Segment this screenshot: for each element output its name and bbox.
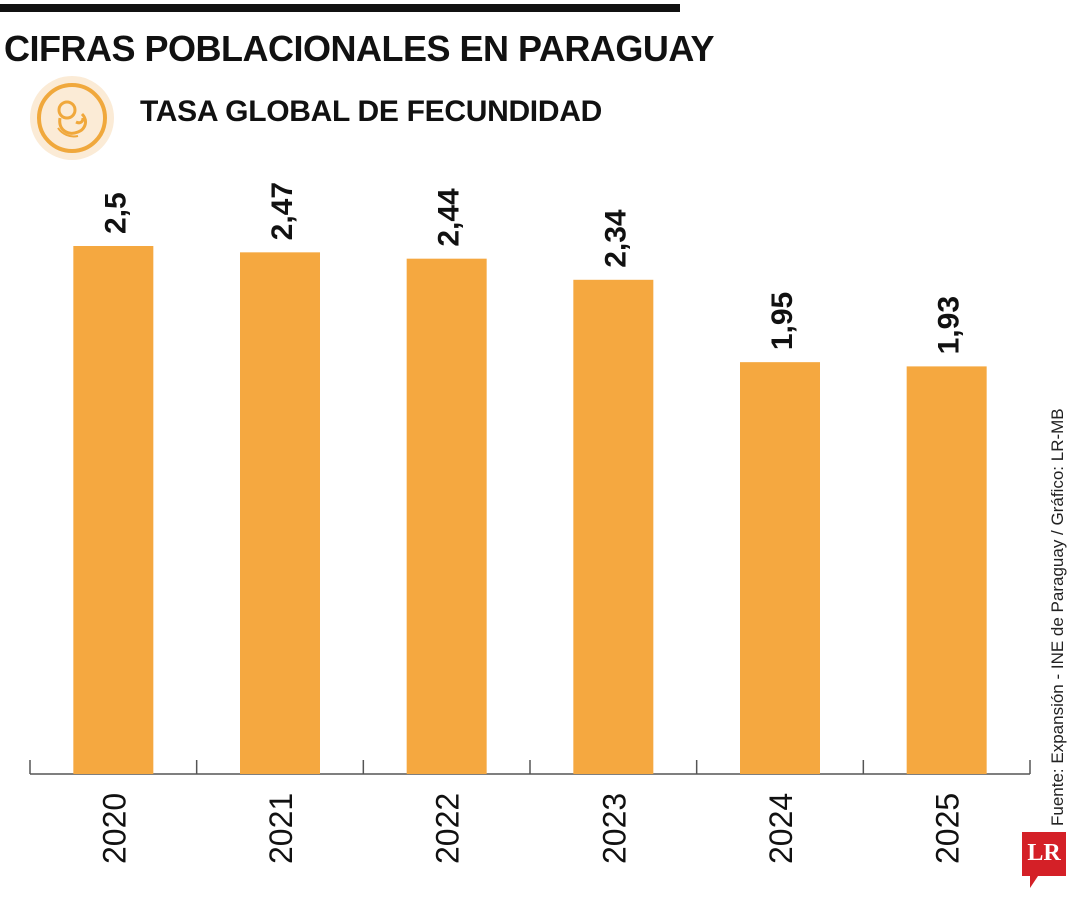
x-tick-label-2020: 2020 (96, 793, 132, 864)
bar-2021 (240, 252, 320, 774)
bar-2024 (740, 362, 820, 774)
value-label-2023: 2,34 (599, 209, 632, 268)
bar-2022 (406, 258, 487, 774)
value-label-2020: 2,5 (99, 192, 132, 234)
baby-icon (30, 76, 114, 160)
x-tick-label-2025: 2025 (930, 793, 966, 864)
lr-logo-text: LR (1027, 840, 1061, 866)
source-note: Fuente: Expansión - INE de Paraguay / Gr… (1048, 408, 1067, 826)
value-label-2024: 1,95 (766, 292, 799, 350)
value-label-2022: 2,44 (433, 188, 466, 247)
lr-logo: LR (1022, 832, 1066, 888)
chart-subtitle: TASA GLOBAL DE FECUNDIDAD (140, 95, 602, 128)
bar-2023 (573, 279, 654, 774)
value-label-2021: 2,47 (266, 182, 299, 240)
value-label-2025: 1,93 (933, 296, 966, 354)
x-tick-label-2023: 2023 (596, 793, 632, 864)
x-tick-label-2022: 2022 (430, 793, 466, 864)
bar-2025 (906, 366, 987, 774)
bar-2020 (73, 246, 154, 774)
x-tick-label-2024: 2024 (763, 793, 799, 864)
top-rule (0, 4, 680, 12)
chart-title: CIFRAS POBLACIONALES EN PARAGUAY (4, 28, 715, 69)
x-tick-label-2021: 2021 (263, 793, 299, 864)
